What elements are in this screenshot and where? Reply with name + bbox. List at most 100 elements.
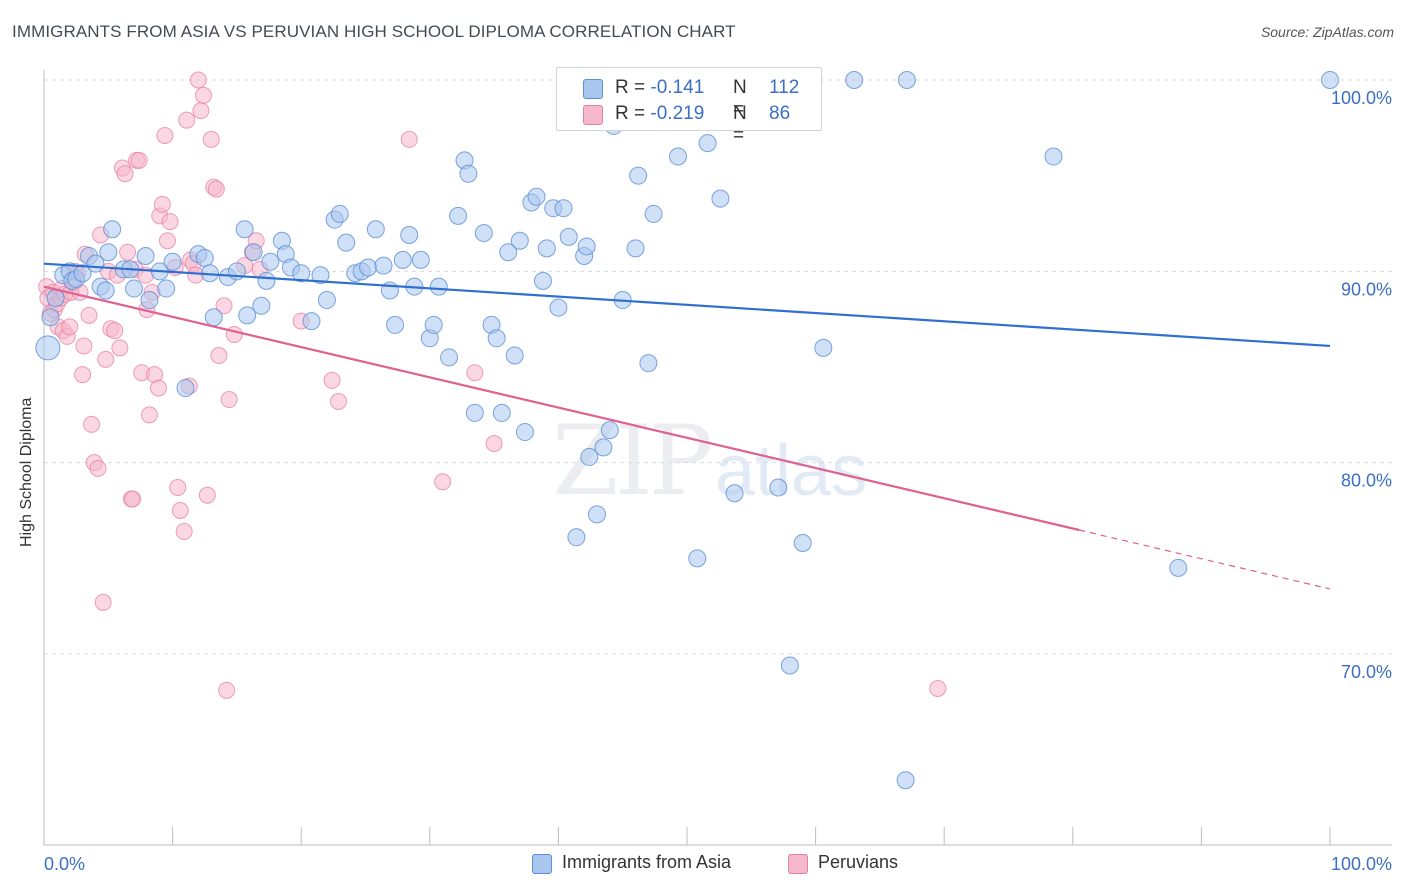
legend-swatch-peruvians [583, 105, 603, 125]
point-peruvians [158, 232, 176, 250]
point-immigrants-from-asia [1169, 558, 1188, 577]
point-peruvians [94, 593, 112, 611]
point-immigrants-from-asia [537, 239, 556, 258]
correlation-legend: R = -0.141 N = 112 R = -0.219 N = 86 [556, 67, 822, 146]
y-axis-label: High School Diploma [18, 397, 35, 547]
point-immigrants-from-asia [594, 438, 613, 457]
point-immigrants-from-asia [163, 252, 182, 271]
point-immigrants-from-asia [125, 279, 144, 298]
point-peruvians [149, 379, 167, 397]
point-peruvians [89, 459, 107, 477]
point-immigrants-from-asia [626, 239, 645, 258]
point-peruvians [466, 364, 484, 382]
bottom-legend-swatch-peruvians [788, 854, 808, 874]
series-immigrants-from-asia [35, 71, 1339, 790]
point-immigrants-from-asia [157, 279, 176, 298]
point-peruvians [178, 111, 196, 129]
point-immigrants-from-asia [896, 771, 915, 790]
point-immigrants-from-asia [487, 329, 506, 348]
point-immigrants-from-asia [429, 277, 448, 296]
bottom-legend-label-asia: Immigrants from Asia [562, 852, 732, 872]
point-immigrants-from-asia [492, 403, 511, 422]
point-immigrants-from-asia [897, 71, 916, 89]
point-peruvians [434, 473, 452, 491]
point-peruvians [61, 318, 79, 336]
point-peruvians [929, 679, 947, 697]
point-immigrants-from-asia [374, 256, 393, 275]
point-immigrants-from-asia [567, 528, 586, 547]
point-immigrants-from-asia [698, 134, 717, 153]
point-immigrants-from-asia [393, 250, 412, 269]
point-peruvians [161, 213, 179, 231]
point-immigrants-from-asia [499, 243, 518, 262]
grid-lines [44, 79, 1392, 655]
point-immigrants-from-asia [302, 312, 321, 331]
point-immigrants-from-asia [577, 237, 596, 256]
point-immigrants-from-asia [644, 204, 663, 223]
point-immigrants-from-asia [103, 220, 122, 239]
point-immigrants-from-asia [559, 227, 578, 246]
point-peruvians [194, 86, 212, 104]
point-peruvians [83, 415, 101, 433]
point-immigrants-from-asia [449, 206, 468, 225]
point-immigrants-from-asia [337, 233, 356, 252]
point-immigrants-from-asia [411, 250, 430, 269]
point-immigrants-from-asia [725, 484, 744, 503]
point-immigrants-from-asia [366, 220, 385, 239]
point-immigrants-from-asia [424, 315, 443, 334]
watermark-zip: ZIP [552, 405, 713, 517]
point-immigrants-from-asia [311, 266, 330, 285]
point-immigrants-from-asia [688, 549, 707, 568]
point-immigrants-from-asia [793, 534, 812, 553]
point-immigrants-from-asia [600, 421, 619, 440]
point-immigrants-from-asia [136, 247, 155, 266]
point-immigrants-from-asia [527, 187, 546, 206]
bottom-legend-label-peruvians: Peruvians [818, 852, 899, 872]
point-peruvians [192, 102, 210, 120]
point-immigrants-from-asia [629, 166, 648, 185]
point-peruvians [485, 435, 503, 453]
point-peruvians [400, 130, 418, 148]
legend-n-label-asia: N = [733, 77, 747, 120]
legend-r-asia: R = -0.141 [615, 77, 705, 98]
trend-line-immigrants-from-asia [43, 262, 1331, 348]
source-note: Source: ZipAtlas.com [1260, 24, 1394, 40]
trend-lines [43, 262, 1331, 590]
point-immigrants-from-asia [73, 264, 92, 283]
trend-line-peruvians [43, 285, 1080, 532]
point-immigrants-from-asia [140, 291, 159, 310]
point-peruvians [130, 151, 148, 169]
bottom-legend-swatch-asia [532, 854, 552, 874]
point-immigrants-from-asia [235, 220, 254, 239]
chart-title: IMMIGRANTS FROM ASIA VS PERUVIAN HIGH SC… [12, 22, 736, 41]
point-immigrants-from-asia [814, 338, 833, 357]
point-peruvians [225, 325, 243, 343]
point-peruvians [111, 339, 129, 357]
point-peruvians [75, 337, 93, 355]
point-immigrants-from-asia [465, 403, 484, 422]
point-immigrants-from-asia [252, 296, 271, 315]
point-immigrants-from-asia [505, 346, 524, 365]
point-peruvians [207, 180, 225, 198]
x-tick-label: 0.0% [44, 854, 85, 874]
point-immigrants-from-asia [99, 243, 118, 262]
tick-labels: 70.0% 80.0% 90.0% 100.0% 0.0% 100.0% [44, 88, 1392, 874]
point-peruvians [175, 523, 193, 541]
point-peruvians [171, 502, 189, 519]
point-peruvians [74, 366, 92, 384]
point-immigrants-from-asia [244, 243, 263, 262]
y-tick-label: 70.0% [1341, 662, 1392, 682]
point-immigrants-from-asia [639, 354, 658, 373]
point-immigrants-from-asia [711, 189, 730, 208]
legend-n-label-peruvians: N = [733, 103, 747, 146]
point-peruvians [97, 350, 115, 368]
point-immigrants-from-asia [400, 225, 419, 244]
point-immigrants-from-asia [46, 289, 65, 308]
trend-line-peruvians-extension [1079, 529, 1331, 590]
axes [43, 70, 1392, 846]
y-tick-label: 100.0% [1331, 88, 1392, 108]
point-peruvians [169, 479, 187, 497]
point-immigrants-from-asia [330, 204, 349, 223]
point-peruvians [202, 130, 220, 148]
point-immigrants-from-asia [41, 308, 60, 327]
